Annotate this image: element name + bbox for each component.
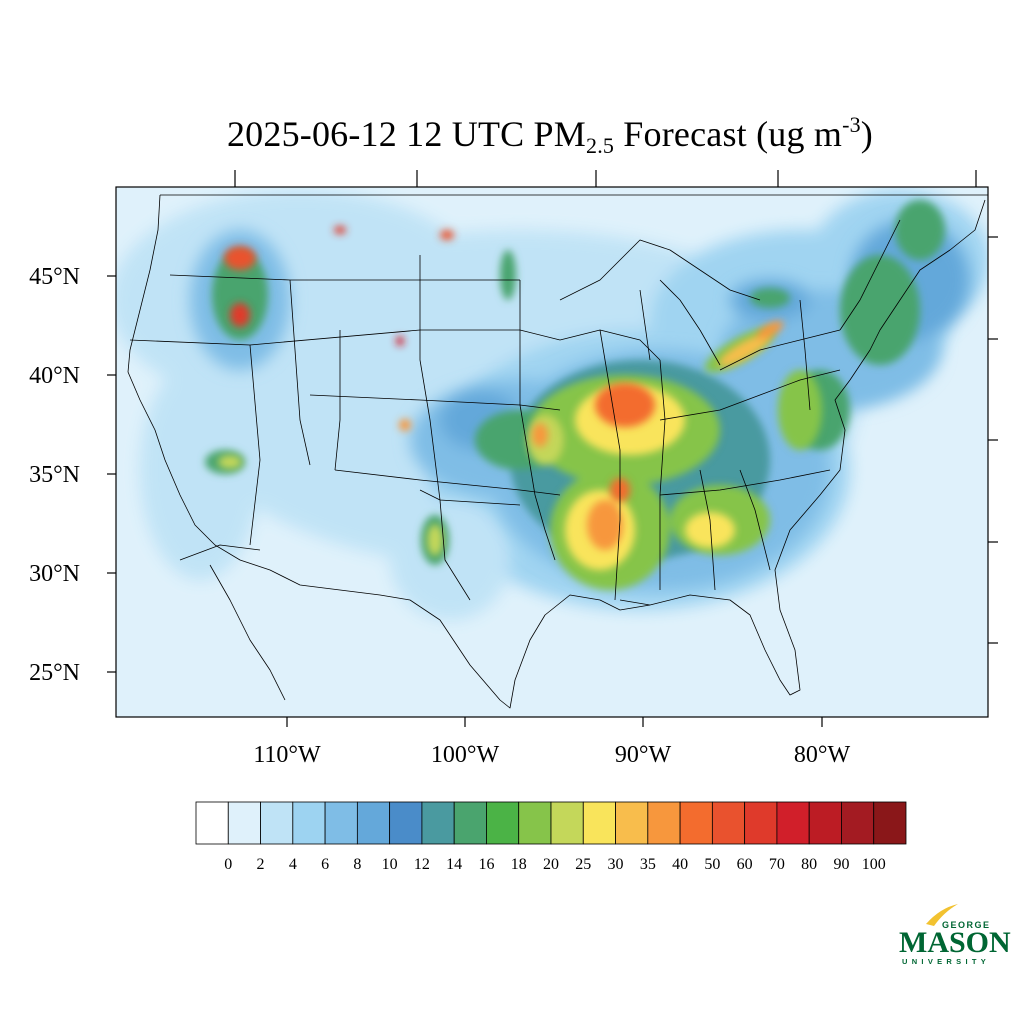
colorbar-tick-label: 8: [353, 856, 362, 873]
colorbar-box: [453, 801, 487, 845]
colorbar-tick-label: 6: [321, 856, 330, 873]
colorbar-tick-label: 4: [288, 856, 297, 873]
colorbar-box: [292, 801, 326, 845]
colorbar-box: [195, 801, 229, 845]
pm25-field: [116, 190, 988, 709]
logo-university: UNIVERSITY: [902, 957, 991, 966]
colorbar-tick-label: 0: [224, 856, 233, 873]
colorbar-tick-label: 16: [478, 856, 495, 873]
lat-label-45n: 45°N: [29, 264, 80, 290]
colorbar-tick-label: 18: [510, 856, 527, 873]
colorbar-box: [356, 801, 391, 845]
logo-george: GEORGE: [942, 920, 991, 930]
colorbar: [195, 801, 907, 845]
colorbar-tick-label: 90: [833, 856, 850, 873]
colorbar-box: [582, 801, 616, 845]
colorbar-box: [711, 801, 746, 845]
colorbar-box: [518, 801, 552, 845]
colorbar-tick-label: 12: [413, 856, 430, 873]
lon-label-80w: 80°W: [794, 742, 851, 768]
colorbar-box: [389, 801, 423, 845]
colorbar-box: [647, 801, 681, 845]
logo-mason: MASON: [899, 926, 1011, 959]
colorbar-tick-label: 60: [736, 856, 753, 873]
lon-label-100w: 100°W: [431, 742, 500, 768]
lon-label-90w: 90°W: [615, 742, 672, 768]
colorbar-box: [324, 801, 358, 845]
colorbar-tick-label: 10: [381, 856, 398, 873]
colorbar-box: [744, 801, 778, 845]
colorbar-box: [679, 801, 713, 845]
colorbar-tick-label: 40: [672, 856, 689, 873]
colorbar-box: [776, 801, 810, 845]
colorbar-box: [808, 801, 842, 845]
colorbar-box: [841, 801, 875, 845]
colorbar-tick-label: 50: [704, 856, 721, 873]
map-title: 2025-06-12 12 UTC PM2.5 Forecast (ug m-3…: [226, 112, 873, 158]
colorbar-box: [873, 801, 907, 845]
lat-label-25n: 25°N: [29, 660, 80, 686]
colorbar-tick-label: 35: [639, 856, 656, 873]
gmu-logo: GEORGE MASON UNIVERSITY: [896, 900, 1011, 970]
colorbar-tick-label: 70: [768, 856, 785, 873]
colorbar-tick-label: 14: [446, 856, 463, 873]
colorbar-tick-label: 2: [256, 856, 265, 873]
boundary-lines: [127, 194, 988, 709]
swoosh-icon: [926, 904, 958, 926]
colorbar-box: [227, 801, 261, 845]
colorbar-box: [260, 801, 294, 845]
colorbar-box: [486, 801, 520, 845]
lat-label-35n: 35°N: [29, 462, 80, 488]
axis-ticks: [107, 170, 998, 727]
colorbar-box: [421, 801, 455, 845]
lat-label-40n: 40°N: [29, 363, 80, 389]
map-frame: [115, 186, 989, 718]
lat-label-30n: 30°N: [29, 561, 80, 587]
colorbar-box: [615, 801, 649, 845]
colorbar-tick-label: 100: [861, 856, 886, 873]
colorbar-tick-label: 80: [801, 856, 818, 873]
colorbar-tick-label: 25: [575, 856, 592, 873]
lon-label-110w: 110°W: [253, 742, 321, 768]
colorbar-box: [550, 801, 584, 845]
colorbar-tick-label: 30: [607, 856, 624, 873]
colorbar-tick-label: 20: [543, 856, 559, 873]
